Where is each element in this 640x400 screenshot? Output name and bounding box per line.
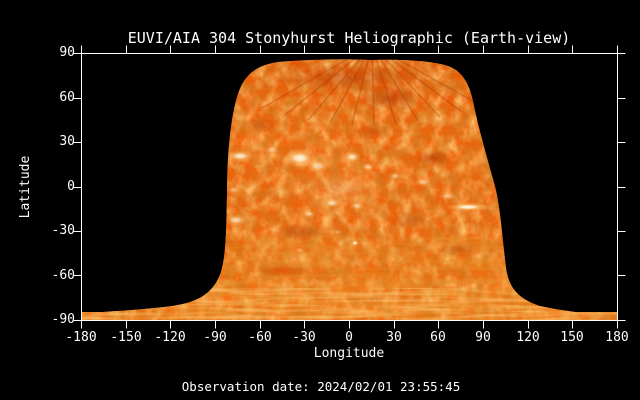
observation-date: Observation date: 2024/02/01 23:55:45 — [181, 379, 461, 394]
x-tick-label: -30 — [292, 330, 316, 345]
x-tick-label: -120 — [154, 330, 186, 345]
y-axis-ticks-left — [73, 53, 82, 321]
x-axis-ticks-bottom — [81, 320, 618, 329]
plot-frame — [73, 45, 626, 329]
y-axis-ticks-right — [617, 53, 626, 321]
x-tick-label: 150 — [560, 330, 584, 345]
euv-map-image — [82, 59, 617, 321]
x-tick-label: 180 — [605, 330, 629, 345]
x-tick-label: -90 — [203, 330, 227, 345]
y-tick-label: -90 — [51, 312, 75, 327]
y-tick-label: 30 — [59, 134, 75, 149]
x-axis-label: Longitude — [313, 346, 385, 361]
dark-regions — [247, 64, 480, 278]
y-tick-label: 60 — [59, 90, 75, 105]
x-axis-ticks-top — [81, 45, 618, 54]
bright-regions — [224, 145, 490, 253]
y-tick-label: -60 — [51, 268, 75, 283]
x-tick-label: 0 — [345, 330, 353, 345]
x-tick-label: -150 — [110, 330, 142, 345]
x-tick-label: 30 — [386, 330, 402, 345]
x-tick-label: 60 — [430, 330, 446, 345]
x-tick-label: -60 — [248, 330, 272, 345]
y-tick-label: 90 — [59, 45, 75, 60]
x-tick-label: 120 — [516, 330, 540, 345]
y-tick-label: -30 — [51, 223, 75, 238]
x-tick-label: 90 — [475, 330, 491, 345]
y-tick-label: 0 — [67, 179, 75, 194]
x-tick-label: -180 — [65, 330, 97, 345]
plot-title: EUVI/AIA 304 Stonyhurst Heliographic (Ea… — [127, 29, 571, 47]
